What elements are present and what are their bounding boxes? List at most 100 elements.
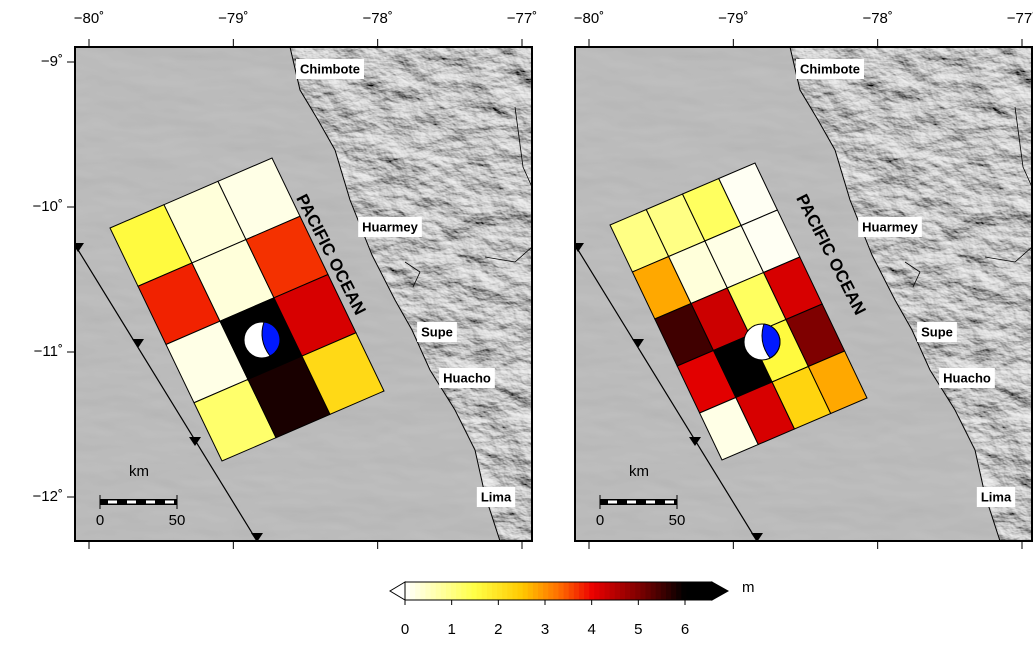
colorbar-segment	[451, 582, 457, 600]
scale-bar-gap	[665, 501, 674, 504]
colorbar-tick-label: 1	[447, 621, 455, 638]
scale-tick-label: 0	[96, 512, 104, 529]
city-label: Huarmey	[862, 219, 918, 234]
lon-tick-label: −78˚	[862, 10, 892, 27]
colorbar-segment	[482, 582, 488, 600]
colorbar-segment	[420, 582, 426, 600]
colorbar-segment	[686, 582, 692, 600]
scale-bar-gap	[646, 501, 655, 504]
map-panel: PACIFIC OCEANChimboteHuarmeySupeHuachoLi…	[572, 10, 1033, 549]
colorbar-segment	[579, 582, 585, 600]
colorbar-segment	[507, 582, 513, 600]
colorbar-segment	[523, 582, 529, 600]
colorbar-low	[390, 582, 405, 600]
colorbar-tick-label: 5	[634, 621, 642, 638]
colorbar-segment	[548, 582, 554, 600]
colorbar-segment	[625, 582, 631, 600]
colorbar-segment	[405, 582, 411, 600]
colorbar-segment	[431, 582, 437, 600]
colorbar-segment	[645, 582, 651, 600]
colorbar-segment	[702, 582, 708, 600]
lat-tick-label: −11˚	[34, 343, 63, 360]
colorbar-segment	[697, 582, 703, 600]
city-label: Huacho	[943, 370, 991, 385]
city-label: Lima	[481, 489, 512, 504]
scale-unit: km	[629, 463, 649, 480]
city-label: Supe	[921, 324, 953, 339]
colorbar-segment	[425, 582, 431, 600]
colorbar-segment	[620, 582, 626, 600]
colorbar-segment	[635, 582, 641, 600]
scale-unit: km	[129, 463, 149, 480]
city-label: Chimbote	[300, 61, 360, 76]
colorbar-segment	[661, 582, 667, 600]
map-body: PACIFIC OCEANChimboteHuarmeySupeHuachoLi…	[572, 47, 1032, 542]
colorbar-segment	[518, 582, 524, 600]
colorbar-segment	[666, 582, 672, 600]
lon-tick-label: −78˚	[362, 10, 392, 27]
colorbar-tick-label: 0	[401, 621, 409, 638]
colorbar-segment	[497, 582, 503, 600]
colorbar-segment	[564, 582, 570, 600]
lon-tick-label: −79˚	[718, 10, 748, 27]
colorbar-segment	[569, 582, 575, 600]
colorbar-segment	[681, 582, 687, 600]
colorbar-segment	[461, 582, 467, 600]
scale-tick-label: 0	[596, 512, 604, 529]
city-label: Huacho	[443, 370, 491, 385]
colorbar-segment	[656, 582, 662, 600]
city-label: Lima	[981, 489, 1012, 504]
colorbar-segment	[651, 582, 657, 600]
colorbar-segment	[676, 582, 682, 600]
colorbar-segment	[446, 582, 452, 600]
colorbar-segment	[472, 582, 478, 600]
colorbar-segment	[441, 582, 447, 600]
colorbar-segment	[605, 582, 611, 600]
colorbar-segment	[543, 582, 549, 600]
colorbar-segment	[415, 582, 421, 600]
scale-bar-gap	[165, 501, 174, 504]
colorbar-segment	[436, 582, 442, 600]
lon-tick-label: −77˚	[507, 10, 537, 27]
lon-tick-label: −80˚	[574, 10, 604, 27]
scale-bar-gap	[127, 501, 136, 504]
scale-tick-label: 50	[669, 512, 686, 529]
scale-tick-label: 50	[169, 512, 186, 529]
lat-tick-label: −9˚	[41, 53, 63, 70]
lat-tick-label: −12˚	[33, 488, 63, 505]
colorbar-segment	[512, 582, 518, 600]
city-label: Huarmey	[362, 219, 418, 234]
colorbar-segment	[630, 582, 636, 600]
colorbar-segment	[599, 582, 605, 600]
colorbar-segment	[574, 582, 580, 600]
colorbar-segment	[594, 582, 600, 600]
colorbar-segment	[477, 582, 483, 600]
colorbar-segment	[640, 582, 646, 600]
colorbar-segment	[502, 582, 508, 600]
colorbar-high	[712, 582, 728, 600]
colorbar-segment	[559, 582, 565, 600]
scale-bar-gap	[146, 501, 155, 504]
colorbar-segment	[692, 582, 698, 600]
lon-tick-label: −77˚	[1007, 10, 1033, 27]
colorbar-unit: m	[742, 579, 755, 596]
colorbar-segment	[615, 582, 621, 600]
lat-tick-label: −10˚	[33, 198, 63, 215]
colorbar-segment	[589, 582, 595, 600]
colorbar-segment	[538, 582, 544, 600]
lon-tick-label: −79˚	[218, 10, 248, 27]
colorbar-segment	[533, 582, 539, 600]
city-label: Chimbote	[800, 61, 860, 76]
figure: PACIFIC OCEANChimboteHuarmeySupeHuachoLi…	[0, 0, 1033, 647]
colorbar-segment	[492, 582, 498, 600]
colorbar-segment	[553, 582, 559, 600]
map-body: PACIFIC OCEANChimboteHuarmeySupeHuachoLi…	[72, 47, 532, 542]
colorbar-segment	[456, 582, 462, 600]
colorbar-segment	[528, 582, 534, 600]
colorbar-segment	[584, 582, 590, 600]
colorbar-segment	[610, 582, 616, 600]
map-panel: PACIFIC OCEANChimboteHuarmeySupeHuachoLi…	[33, 10, 538, 549]
colorbar-segment	[410, 582, 416, 600]
scale-bar-gap	[627, 501, 636, 504]
colorbar-tick-label: 4	[587, 621, 595, 638]
